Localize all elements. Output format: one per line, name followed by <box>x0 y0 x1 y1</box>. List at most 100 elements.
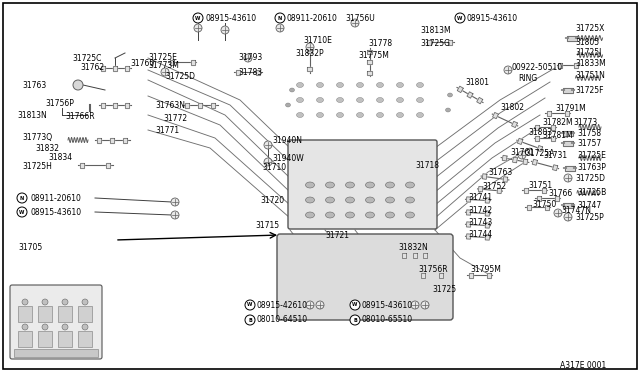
Text: B: B <box>248 317 252 323</box>
Bar <box>18 306 32 322</box>
Text: 31763: 31763 <box>488 167 512 176</box>
Text: 31725D: 31725D <box>165 71 195 80</box>
Text: 31775M: 31775M <box>358 51 389 60</box>
Circle shape <box>316 301 324 309</box>
Bar <box>18 331 32 347</box>
Circle shape <box>350 300 360 310</box>
Polygon shape <box>80 163 84 167</box>
Polygon shape <box>556 196 559 201</box>
Circle shape <box>171 211 179 219</box>
Text: 31813M: 31813M <box>420 26 451 35</box>
Ellipse shape <box>296 112 303 118</box>
Text: 31756R: 31756R <box>418 266 447 275</box>
Circle shape <box>245 315 255 325</box>
Polygon shape <box>477 97 483 104</box>
Text: B: B <box>353 317 357 323</box>
Ellipse shape <box>563 167 567 169</box>
Circle shape <box>221 26 229 34</box>
Circle shape <box>42 324 48 330</box>
Polygon shape <box>413 253 417 257</box>
Circle shape <box>275 13 285 23</box>
Circle shape <box>411 301 419 309</box>
Polygon shape <box>257 70 260 74</box>
Polygon shape <box>185 103 189 108</box>
Text: 31725D: 31725D <box>575 173 605 183</box>
Circle shape <box>564 213 572 221</box>
Bar <box>78 306 92 322</box>
Polygon shape <box>367 60 372 64</box>
Ellipse shape <box>561 132 565 134</box>
Polygon shape <box>198 103 202 108</box>
Ellipse shape <box>406 212 415 218</box>
Text: W: W <box>247 302 253 308</box>
Polygon shape <box>367 49 372 54</box>
Ellipse shape <box>346 182 355 188</box>
Polygon shape <box>467 222 471 227</box>
Polygon shape <box>113 103 117 108</box>
Polygon shape <box>110 138 114 142</box>
Circle shape <box>306 43 314 51</box>
Ellipse shape <box>561 204 565 206</box>
Text: 00922-50510: 00922-50510 <box>512 62 563 71</box>
Text: 31757: 31757 <box>577 138 601 148</box>
Circle shape <box>264 141 272 149</box>
Circle shape <box>42 299 48 305</box>
Ellipse shape <box>337 97 344 103</box>
Text: 31763P: 31763P <box>577 163 606 171</box>
Polygon shape <box>485 223 490 228</box>
Ellipse shape <box>575 37 579 39</box>
Polygon shape <box>563 131 573 135</box>
Polygon shape <box>125 65 129 71</box>
Text: 31760: 31760 <box>130 58 154 67</box>
Polygon shape <box>517 138 523 144</box>
Text: W: W <box>352 302 358 308</box>
Polygon shape <box>535 135 539 141</box>
Ellipse shape <box>317 97 323 103</box>
Text: 31773: 31773 <box>573 118 597 126</box>
Ellipse shape <box>397 112 403 118</box>
Circle shape <box>193 13 203 23</box>
Text: 31747: 31747 <box>577 201 601 209</box>
Text: 31710: 31710 <box>262 163 286 171</box>
Ellipse shape <box>406 197 415 203</box>
Ellipse shape <box>326 197 335 203</box>
Text: 31833M: 31833M <box>575 58 605 67</box>
Text: 31721: 31721 <box>325 231 349 240</box>
Polygon shape <box>236 70 239 74</box>
Text: W: W <box>19 209 25 215</box>
Text: 31715: 31715 <box>255 221 279 230</box>
Ellipse shape <box>296 83 303 87</box>
Circle shape <box>62 324 68 330</box>
Text: 31705: 31705 <box>18 243 42 251</box>
Text: 08915-43610: 08915-43610 <box>205 13 256 22</box>
Polygon shape <box>511 121 517 128</box>
Text: 31940N: 31940N <box>272 135 302 144</box>
Circle shape <box>22 299 28 305</box>
Text: 31793: 31793 <box>238 52 262 61</box>
Circle shape <box>504 66 512 74</box>
Ellipse shape <box>397 83 403 87</box>
Polygon shape <box>467 92 473 98</box>
Ellipse shape <box>397 97 403 103</box>
Text: 31731: 31731 <box>543 151 567 160</box>
Text: 31752: 31752 <box>482 182 506 190</box>
Polygon shape <box>563 141 573 145</box>
Polygon shape <box>563 202 573 208</box>
Polygon shape <box>513 157 517 163</box>
Text: 31725B: 31725B <box>577 187 606 196</box>
Ellipse shape <box>571 132 575 134</box>
Polygon shape <box>497 188 502 193</box>
Polygon shape <box>420 273 424 278</box>
Polygon shape <box>563 87 573 93</box>
Ellipse shape <box>346 197 355 203</box>
Ellipse shape <box>565 37 569 39</box>
Circle shape <box>244 54 252 62</box>
Polygon shape <box>532 159 538 165</box>
Polygon shape <box>113 65 117 71</box>
Ellipse shape <box>385 182 394 188</box>
Polygon shape <box>467 210 471 215</box>
Ellipse shape <box>365 182 374 188</box>
Circle shape <box>554 209 562 217</box>
Ellipse shape <box>346 212 355 218</box>
Text: 31725H: 31725H <box>22 161 52 170</box>
